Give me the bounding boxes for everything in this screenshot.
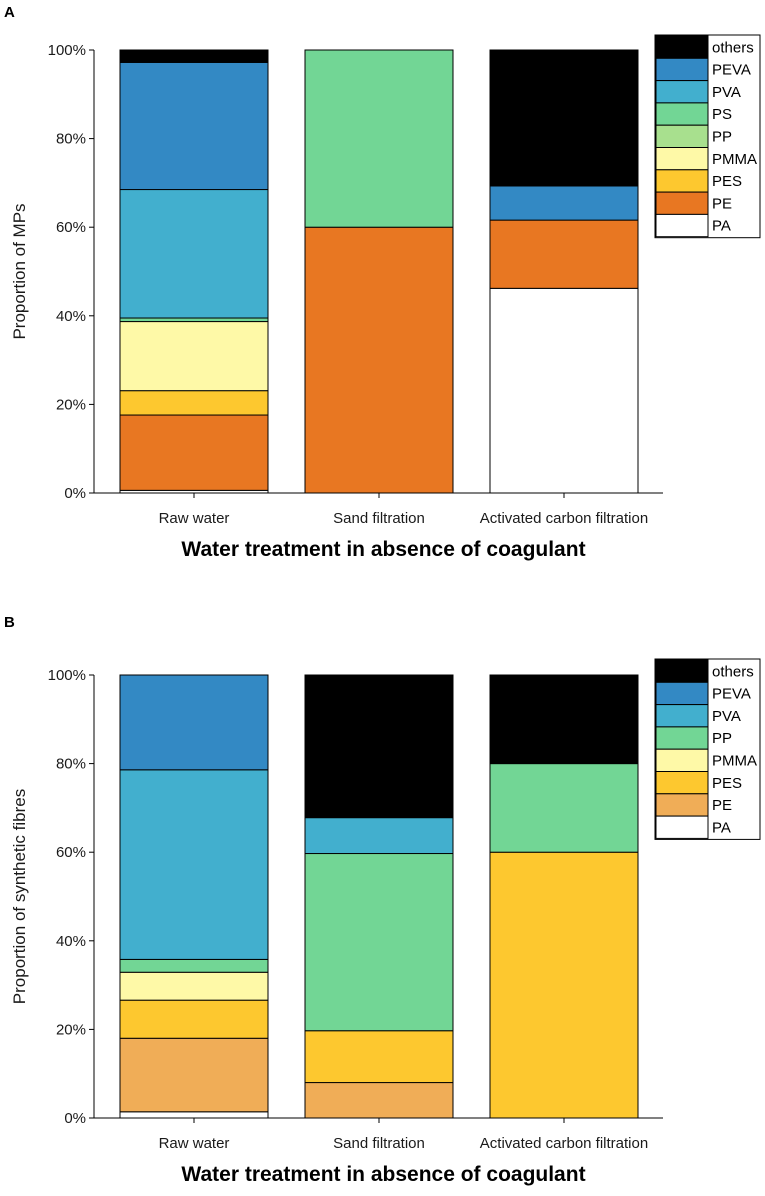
bar-segment-a-raw-water-pva [119, 189, 269, 319]
legend-swatch-b-pe [655, 793, 709, 817]
legend-label-a-pmma: PMMA [712, 151, 757, 168]
legend-swatch-b-peva [655, 681, 709, 706]
y-tick-label-a-100: 100% [48, 42, 86, 59]
legend-swatch-b-pa [655, 815, 709, 839]
bar-segment-b-sand-filtration-others [304, 674, 454, 819]
legend-swatch-a-pp [655, 124, 709, 148]
legend-label-a-others: others [712, 39, 754, 56]
bar-segment-b-raw-water-pe [119, 1037, 269, 1113]
y-axis-label-a: Proportion of MPs [10, 203, 29, 339]
legend-swatch-b-pp [655, 726, 709, 750]
bar-segment-b-raw-water-pes [119, 999, 269, 1039]
bar-segment-a-raw-water-pes [119, 390, 269, 416]
legend-label-a-pe: PE [712, 195, 732, 212]
panel-letter-a: A [4, 4, 15, 21]
chart-panel-a: A 0% 20% 40% 60% 80% 100% Proportion of MPs Raw … [4, 4, 761, 561]
legend-label-b-pe: PE [712, 797, 732, 814]
legend-label-a-ps: PS [712, 106, 732, 123]
legend-swatch-b-pes [655, 771, 709, 795]
category-label-a-activated-carbon-filtration: Activated carbon filtration [480, 510, 648, 527]
x-axis-label-a: Water treatment in absence of coagulant [181, 538, 585, 561]
bar-segment-b-raw-water-peva [119, 674, 269, 771]
legend-label-b-pva: PVA [712, 708, 741, 725]
legend-label-a-pes: PES [712, 173, 742, 190]
bar-segment-b-raw-water-pmma [119, 971, 269, 1001]
legend-swatch-a-peva [655, 57, 709, 82]
legend-label-b-pp: PP [712, 730, 732, 747]
category-label-b-activated-carbon-filtration: Activated carbon filtration [480, 1135, 648, 1152]
legend-label-a-pp: PP [712, 129, 732, 146]
bar-segment-b-sand-filtration-pva [304, 817, 454, 855]
legend-swatch-a-pe [655, 191, 709, 215]
category-label-a-raw-water: Raw water [159, 510, 230, 527]
bar-segment-a-raw-water-peva [119, 61, 269, 191]
y-tick-label-b-100: 100% [48, 667, 86, 684]
bar-segment-a-raw-water-ps [119, 317, 269, 323]
legend-label-b-pmma: PMMA [712, 753, 757, 770]
category-label-b-raw-water: Raw water [159, 1135, 230, 1152]
bar-segment-b-activated-carbon-filtration-pes [489, 851, 639, 1119]
bar-segment-a-sand-filtration-ps [304, 49, 454, 228]
legend-swatch-a-pmma [655, 147, 709, 171]
bar-segment-b-sand-filtration-pp [304, 853, 454, 1032]
bar-segment-a-activated-carbon-filtration-pa [489, 287, 639, 494]
bar-segment-a-activated-carbon-filtration-peva [489, 185, 639, 221]
legend-swatch-a-ps [655, 102, 709, 126]
y-axis-label-b: Proportion of synthetic fibres [10, 789, 29, 1004]
legend-swatch-a-pa [655, 213, 709, 238]
bar-segment-b-activated-carbon-filtration-others [489, 674, 639, 765]
bar-segment-b-raw-water-pva [119, 769, 269, 960]
y-tick-label-a-60: 60% [56, 219, 86, 236]
bar-segment-b-activated-carbon-filtration-pp [489, 763, 639, 853]
y-tick-label-b-0: 0% [64, 1110, 86, 1127]
category-label-a-sand-filtration: Sand filtration [333, 510, 425, 527]
y-tick-label-b-40: 40% [56, 933, 86, 950]
legend-swatch-b-pva [655, 704, 709, 728]
legend-label-b-pes: PES [712, 775, 742, 792]
legend-label-b-pa: PA [712, 819, 731, 836]
y-tick-label-b-20: 20% [56, 1021, 86, 1038]
bar-segment-a-activated-carbon-filtration-others [489, 49, 639, 187]
chart-panel-b: B 0% 20% 40% 60% 80% 100% Proportion of synthet… [4, 614, 761, 1186]
legend-swatch-a-pes [655, 169, 709, 193]
x-axis-label-b: Water treatment in absence of coagulant [181, 1163, 585, 1186]
y-tick-label-a-80: 80% [56, 131, 86, 148]
legend-label-b-peva: PEVA [712, 686, 751, 703]
legend-label-b-others: others [712, 663, 754, 680]
bar-segment-a-activated-carbon-filtration-pe [489, 219, 639, 289]
y-tick-label-b-60: 60% [56, 844, 86, 861]
legend-swatch-b-pmma [655, 748, 709, 773]
category-label-b-sand-filtration: Sand filtration [333, 1135, 425, 1152]
y-tick-label-b-80: 80% [56, 756, 86, 773]
bar-segment-b-sand-filtration-pe [304, 1082, 454, 1119]
legend-label-a-pva: PVA [712, 84, 741, 101]
bar-segment-a-raw-water-pmma [119, 321, 269, 392]
bar-segment-a-raw-water-pe [119, 414, 269, 491]
bar-segment-a-raw-water-others [119, 49, 269, 63]
bar-segment-a-sand-filtration-pe [304, 226, 454, 494]
y-tick-label-a-20: 20% [56, 396, 86, 413]
bar-segment-b-raw-water-pa [119, 1111, 269, 1119]
legend-swatch-a-others [655, 35, 709, 59]
bar-segment-b-raw-water-pp [119, 958, 269, 973]
legend-label-a-peva: PEVA [712, 62, 751, 79]
legend-swatch-a-pva [655, 80, 709, 104]
legend-label-a-pa: PA [712, 218, 731, 235]
legend-swatch-b-others [655, 659, 709, 683]
y-tick-label-a-0: 0% [64, 485, 86, 502]
panel-letter-b: B [4, 614, 15, 631]
y-tick-label-a-40: 40% [56, 308, 86, 325]
bar-segment-b-sand-filtration-pes [304, 1030, 454, 1084]
